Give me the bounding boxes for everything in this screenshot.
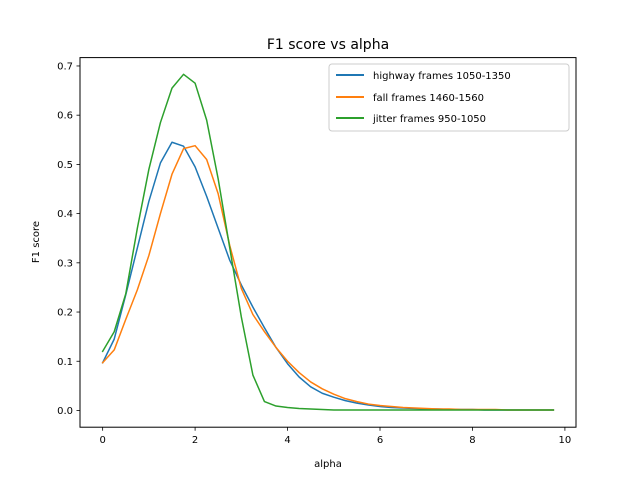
x-tick-label: 8 (469, 435, 475, 446)
y-tick-label: 0.3 (57, 258, 73, 269)
y-tick-label: 0.2 (57, 308, 73, 319)
legend-label-highway: highway frames 1050-1350 (373, 71, 511, 82)
y-tick-label: 0.4 (57, 209, 73, 220)
legend: highway frames 1050-1350 fall frames 146… (328, 63, 570, 132)
y-tick-label: 0.6 (57, 111, 73, 122)
y-tick-label: 0.1 (57, 357, 73, 368)
legend-label-fall: fall frames 1460-1560 (373, 93, 484, 104)
series-line-2 (101, 73, 555, 411)
y-tick-label: 0.0 (57, 406, 73, 417)
x-axis-label: alpha (314, 459, 342, 470)
x-axis: 0 2 4 6 8 10 (99, 427, 571, 446)
x-tick-label: 10 (559, 435, 572, 446)
series-layer (101, 73, 555, 411)
legend-label-jitter: jitter frames 950-1050 (372, 114, 486, 125)
y-axis-label: F1 score (31, 221, 42, 263)
y-axis: 0.0 0.1 0.2 0.3 0.4 0.5 0.6 0.7 (57, 61, 80, 417)
chart-title: F1 score vs alpha (267, 37, 389, 53)
y-tick-label: 0.5 (57, 160, 73, 171)
x-tick-label: 4 (284, 435, 290, 446)
x-tick-label: 2 (192, 435, 198, 446)
plot-area-frame (79, 57, 577, 428)
y-tick-label: 0.7 (57, 61, 73, 72)
legend-frame (328, 63, 570, 132)
x-tick-label: 6 (377, 435, 383, 446)
x-tick-label: 0 (99, 435, 105, 446)
